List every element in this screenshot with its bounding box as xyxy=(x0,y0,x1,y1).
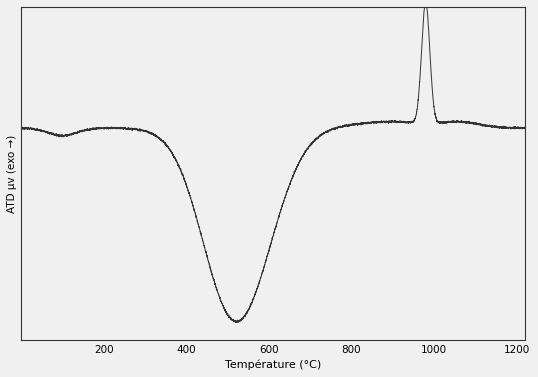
Y-axis label: ATD µv (exo →): ATD µv (exo →) xyxy=(7,134,17,213)
X-axis label: Température (°C): Température (°C) xyxy=(225,360,321,370)
